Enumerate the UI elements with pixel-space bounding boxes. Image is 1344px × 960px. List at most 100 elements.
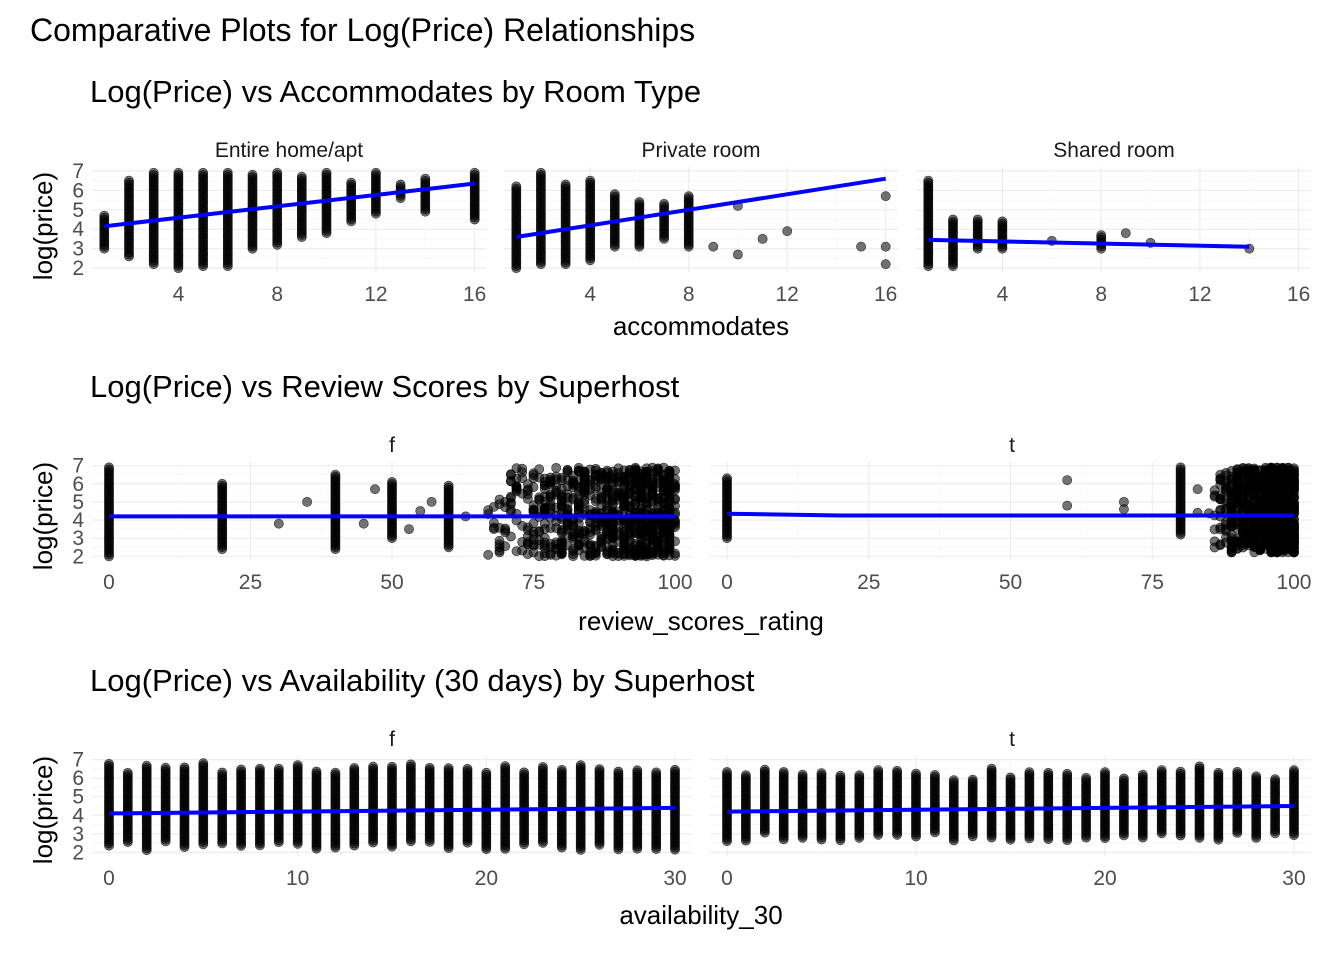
data-point — [568, 478, 578, 489]
data-point — [272, 167, 283, 178]
data-point — [1024, 767, 1035, 777]
data-point — [534, 551, 545, 562]
x-tick-label: 100 — [657, 571, 692, 594]
strip-label: Shared room — [1053, 139, 1174, 162]
data-point — [880, 191, 891, 202]
points — [722, 761, 1299, 846]
data-point — [536, 167, 546, 178]
data-point — [426, 496, 437, 507]
data-point — [630, 549, 641, 560]
data-point — [579, 482, 590, 493]
y-tick-label: 7 — [72, 749, 84, 772]
data-point — [594, 764, 605, 775]
x-tick-label: 4 — [584, 283, 596, 306]
data-point — [222, 167, 233, 178]
data-point — [443, 480, 454, 491]
data-point — [1120, 228, 1131, 238]
facet-superhost-t: t 0 10 20 30 — [710, 728, 1311, 890]
data-point — [1226, 521, 1237, 532]
data-point — [198, 758, 209, 769]
data-point — [370, 167, 381, 178]
data-point — [722, 767, 732, 777]
data-point — [1119, 773, 1129, 784]
data-point — [1283, 462, 1294, 473]
data-point — [1221, 497, 1231, 508]
data-point — [273, 518, 284, 529]
data-point — [892, 765, 902, 776]
data-point — [1283, 478, 1294, 489]
x-tick-label: 25 — [857, 571, 880, 594]
data-point — [967, 774, 978, 785]
x-tick-label: 4 — [997, 283, 1009, 306]
chart-availability: Log(Price) vs Availability (30 days) by … — [28, 663, 1311, 930]
data-point — [596, 467, 607, 478]
data-point — [522, 484, 533, 495]
data-point — [613, 766, 624, 777]
data-point — [1119, 496, 1129, 507]
y-axis-title: log(price) — [28, 172, 58, 280]
facet-panel: 4 8 12 16 — [504, 167, 898, 306]
chart-review-scores: Log(Price) vs Review Scores by Superhost… — [28, 369, 1312, 636]
data-point — [1272, 479, 1282, 490]
main-title: Comparative Plots for Log(Price) Relatio… — [30, 12, 695, 48]
x-tick-label: 12 — [1188, 283, 1211, 306]
x-tick-label: 75 — [1141, 571, 1164, 594]
data-point — [358, 518, 369, 529]
data-point — [607, 539, 618, 550]
data-point — [816, 768, 827, 778]
data-point — [1255, 530, 1265, 541]
data-point — [596, 491, 607, 502]
fit-line — [104, 181, 475, 229]
data-point — [494, 535, 505, 546]
data-point — [930, 770, 940, 780]
data-point — [782, 226, 793, 237]
data-point — [562, 524, 573, 535]
data-point — [173, 167, 184, 178]
x-tick-label: 8 — [271, 283, 283, 306]
data-point — [722, 473, 732, 484]
points — [511, 167, 891, 273]
facet-panel: 0 10 20 30 — [710, 756, 1311, 890]
data-point — [330, 469, 341, 480]
data-point — [387, 761, 397, 772]
data-point — [575, 760, 586, 771]
points — [923, 175, 1255, 272]
data-point — [539, 506, 550, 516]
data-point — [1096, 230, 1107, 240]
data-point — [708, 241, 719, 252]
data-point — [104, 759, 114, 769]
data-point — [556, 765, 567, 775]
strip-label: t — [1009, 728, 1015, 751]
data-point — [873, 765, 884, 776]
data-point — [1249, 520, 1260, 531]
data-point — [733, 249, 743, 260]
data-point — [632, 765, 643, 776]
data-point — [500, 761, 511, 772]
x-tick-label: 20 — [1093, 867, 1116, 890]
data-point — [653, 465, 663, 476]
chart-title: Log(Price) vs Accommodates by Room Type — [90, 74, 701, 109]
chart-title: Log(Price) vs Review Scores by Superhost — [90, 369, 680, 404]
data-point — [511, 546, 522, 557]
y-tick-label: 7 — [72, 160, 84, 183]
data-point — [923, 175, 934, 186]
data-point — [911, 768, 921, 779]
x-tick-label: 10 — [904, 867, 927, 890]
data-point — [1226, 533, 1237, 543]
data-point — [619, 502, 629, 513]
data-point — [579, 526, 590, 536]
data-point — [653, 522, 663, 533]
y-tick-label: 2 — [72, 257, 84, 280]
data-point — [1232, 470, 1243, 481]
data-point — [1062, 500, 1073, 511]
data-point — [273, 763, 284, 774]
data-point — [148, 167, 159, 178]
data-point — [519, 767, 529, 778]
data-point — [986, 763, 997, 774]
x-tick-label: 100 — [1276, 571, 1311, 594]
data-point — [387, 477, 397, 487]
data-point — [948, 775, 959, 786]
